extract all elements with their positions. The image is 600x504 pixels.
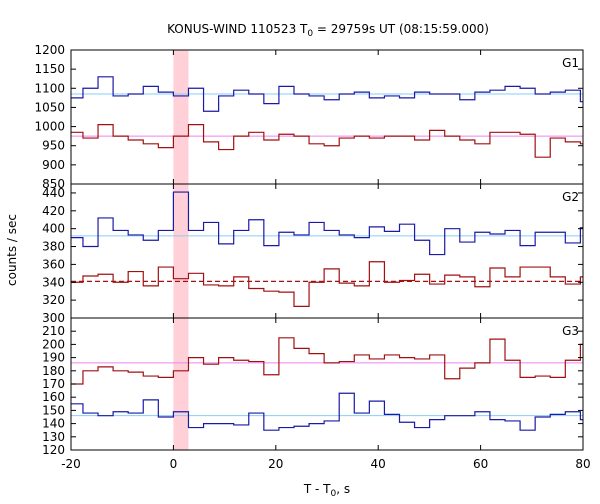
y-tick-label-g3: 180: [42, 364, 65, 378]
y-tick-label-g1: 1150: [34, 62, 65, 76]
y-tick-label-g3: 210: [42, 324, 65, 338]
y-tick-label-g1: 850: [42, 177, 65, 191]
y-tick-label-g2: 360: [42, 257, 65, 271]
trigger-interval-band: [173, 50, 189, 450]
y-tick-label-g1: 1000: [34, 120, 65, 134]
y-tick-label-g2: 380: [42, 240, 65, 254]
y-tick-label-g1: 1200: [34, 43, 65, 57]
y-tick-label-g2: 440: [42, 186, 65, 200]
y-tick-label-g3: 190: [42, 351, 65, 365]
panel-g2-plot: [71, 191, 583, 307]
lightcurve-g2-upper: [71, 191, 583, 256]
x-tick-label: -20: [61, 457, 81, 471]
y-tick-label-g3: 140: [42, 417, 65, 431]
y-tick-label-g2: 400: [42, 222, 65, 236]
lightcurve-g3-upper: [71, 392, 583, 431]
panel-g1-frame: [70, 49, 584, 185]
lightcurve-g2-lower: [71, 261, 583, 307]
x-tick-label: 60: [473, 457, 488, 471]
y-tick-label-g3: 130: [42, 430, 65, 444]
y-tick-label-g2: 340: [42, 275, 65, 289]
panel-g2-frame: [70, 183, 584, 319]
y-tick-label-g2: 320: [42, 293, 65, 307]
x-tick-label: 20: [268, 457, 283, 471]
x-tick-label: 80: [575, 457, 590, 471]
lightcurve-g3-lower: [71, 337, 583, 385]
x-tick-label: 40: [371, 457, 386, 471]
lightcurve-g1-lower: [71, 124, 583, 158]
y-tick-label-g3: 160: [42, 390, 65, 404]
panel-g3-frame: [70, 317, 584, 451]
chart-title: KONUS-WIND 110523 T0 = 29759s UT (08:15:…: [167, 22, 489, 39]
panel-g3-plot: [71, 337, 583, 431]
y-tick-label-g3: 170: [42, 377, 65, 391]
y-tick-label-g3: 150: [42, 403, 65, 417]
panel-label-g1: G1: [562, 56, 579, 70]
x-axis-label: T - T0, s: [303, 482, 350, 499]
lightcurve-g1-upper: [71, 76, 583, 112]
panel-g1-plot: [71, 76, 583, 158]
panel-label-g2: G2: [562, 190, 579, 204]
y-tick-label-g2: 300: [42, 311, 65, 325]
y-tick-label-g1: 1100: [34, 81, 65, 95]
panel-label-g3: G3: [562, 324, 579, 338]
y-tick-label-g3: 120: [42, 443, 65, 457]
y-tick-label-g1: 1050: [34, 100, 65, 114]
y-tick-label-g1: 950: [42, 139, 65, 153]
y-tick-label-g2: 420: [42, 204, 65, 218]
y-tick-label-g3: 200: [42, 337, 65, 351]
x-tick-label: 0: [170, 457, 178, 471]
y-tick-label-g1: 900: [42, 158, 65, 172]
y-axis-label: counts / sec: [5, 214, 19, 286]
